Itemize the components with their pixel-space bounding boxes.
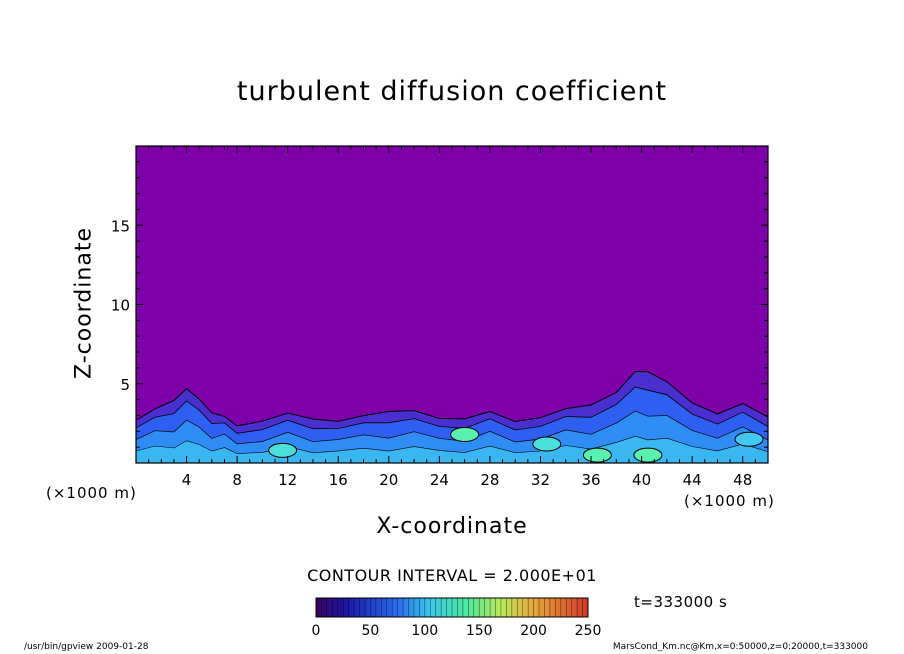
- x-tick-label: 28: [480, 471, 499, 489]
- x-unit-left: (×1000 m): [46, 484, 137, 502]
- chart-title: turbulent diffusion coefficient: [236, 76, 668, 107]
- footer-left: /usr/bin/gpview 2009-01-28: [24, 642, 149, 652]
- y-tick-label: 10: [111, 297, 130, 315]
- x-tick-label: 4: [182, 471, 192, 489]
- x-tick-label: 8: [232, 471, 242, 489]
- x-unit-right: (×1000 m): [684, 492, 775, 510]
- high-value-region: [734, 431, 764, 447]
- high-value-region: [532, 436, 562, 452]
- high-value-region: [633, 447, 663, 463]
- y-axis-label: Z-coordinate: [71, 227, 97, 379]
- y-tick-label: 5: [120, 376, 130, 394]
- x-tick-label: 24: [430, 471, 449, 489]
- high-value-region: [450, 426, 480, 442]
- colorbar-tick-label: 250: [575, 623, 602, 639]
- colorbar-tick-label: 0: [312, 623, 321, 639]
- footer-right: MarsCond_Km.nc@Km,x=0:50000,z=0:20000,t=…: [612, 642, 868, 652]
- x-tick-label: 48: [733, 471, 752, 489]
- x-tick-label: 32: [531, 471, 550, 489]
- time-label: t=333000 s: [634, 593, 728, 611]
- colorbar-tick-label: 150: [466, 623, 493, 639]
- x-tick-label: 36: [581, 471, 600, 489]
- colorbar-tick-label: 50: [361, 623, 379, 639]
- x-tick-label: 20: [379, 471, 398, 489]
- colorbar-tick-label: 100: [411, 623, 438, 639]
- y-tick-label: 15: [111, 217, 130, 235]
- contour-interval-label: CONTOUR INTERVAL = 2.000E+01: [307, 566, 597, 585]
- colorbar-tick-label: 200: [520, 623, 547, 639]
- x-tick-label: 12: [278, 471, 297, 489]
- high-value-region: [582, 447, 612, 463]
- x-tick-label: 40: [632, 471, 651, 489]
- high-value-region: [268, 442, 298, 458]
- x-tick-label: 16: [329, 471, 348, 489]
- x-axis-label: X-coordinate: [376, 514, 528, 539]
- x-tick-label: 44: [683, 471, 702, 489]
